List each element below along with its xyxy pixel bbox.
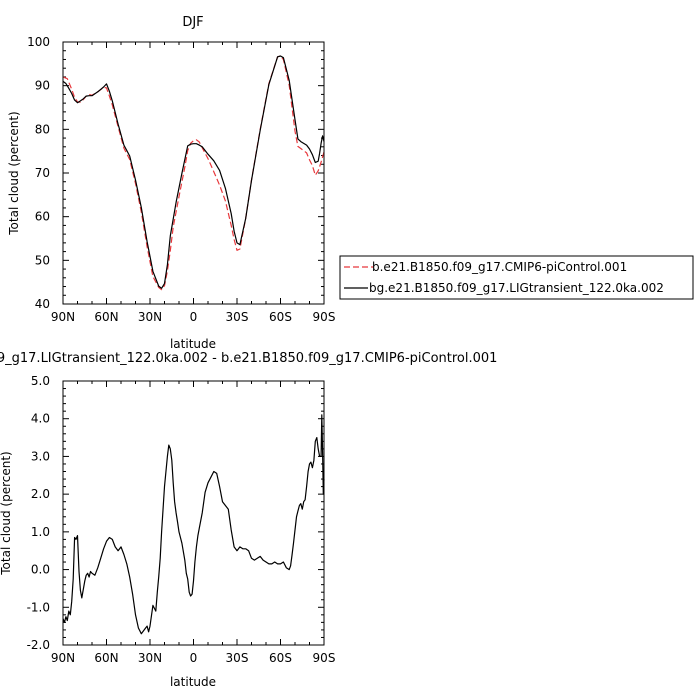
bottom-series-line-0 (62, 414, 325, 635)
top-series-line-0 (62, 55, 325, 291)
legend-label-piControl: b.e21.B1850.f09_g17.CMIP6-piControl.001 (372, 260, 627, 274)
bottom-x-tick-label: 60S (269, 651, 292, 665)
legend-label-LIGtransient: bg.e21.B1850.f09_g17.LIGtransient_122.0k… (369, 281, 664, 295)
bottom-chart-panel: bg.e21.B1850.f09_g17.LIGtransient_122.0k… (0, 351, 497, 689)
bottom-series-lines (62, 414, 325, 635)
bottom-y-tick-label: 0.0 (31, 563, 50, 577)
bottom-y-tick-label: -1.0 (27, 600, 50, 614)
top-x-tick-label: 60S (269, 310, 292, 324)
bottom-chart-title: bg.e21.B1850.f09_g17.LIGtransient_122.0k… (0, 351, 497, 366)
top-series-lines (62, 55, 325, 291)
top-chart-title: DJF (182, 15, 203, 30)
top-y-tick-label: 80 (35, 122, 50, 136)
top-x-tick-label: 90S (313, 310, 336, 324)
bottom-y-tick-label: 3.0 (31, 449, 50, 463)
top-x-tick-label: 0 (190, 310, 198, 324)
top-x-tick-label: 30S (226, 310, 249, 324)
bottom-x-tick-label: 30S (226, 651, 249, 665)
top-series-line-1 (62, 55, 325, 289)
bottom-y-tick-label: 5.0 (31, 374, 50, 388)
top-x-axis-label: latitude (170, 337, 216, 351)
top-y-axis-label: Total cloud (percent) (7, 111, 21, 235)
top-y-tick-label: 70 (35, 166, 50, 180)
bottom-x-tick-label: 0 (190, 651, 198, 665)
bottom-plot-frame (62, 380, 325, 646)
bottom-x-tick-label: 30N (138, 651, 162, 665)
top-y-tick-label: 90 (35, 79, 50, 93)
bottom-x-tick-label: 60N (94, 651, 118, 665)
top-plot-frame (62, 41, 325, 305)
bottom-y-tick-label: 1.0 (31, 525, 50, 539)
legend: b.e21.B1850.f09_g17.CMIP6-piControl.001 … (339, 255, 694, 300)
top-x-tick-label: 30N (138, 310, 162, 324)
bottom-axis-ticks: 90N 60N 30N 0 30S 60S 90S -2.0 -1.0 0.0 1.0 2.0 3.0 4… (27, 374, 336, 665)
bottom-x-axis-label: latitude (170, 675, 216, 689)
bottom-y-tick-label: 2.0 (31, 487, 50, 501)
top-y-tick-label: 100 (27, 35, 50, 49)
top-y-tick-label: 60 (35, 210, 50, 224)
legend-box (339, 255, 694, 300)
top-x-tick-label: 90N (51, 310, 75, 324)
bottom-y-tick-label: 4.0 (31, 412, 50, 426)
bottom-y-axis-label: Total cloud (percent) (0, 451, 13, 575)
bottom-x-tick-label: 90S (313, 651, 336, 665)
top-chart-panel: DJF Total cloud (percent) latitude 90N 60… (7, 15, 694, 351)
top-y-tick-label: 50 (35, 253, 50, 267)
bottom-y-tick-label: -2.0 (27, 638, 50, 652)
top-x-tick-label: 60N (94, 310, 118, 324)
top-y-tick-label: 40 (35, 297, 50, 311)
bottom-x-tick-label: 90N (51, 651, 75, 665)
